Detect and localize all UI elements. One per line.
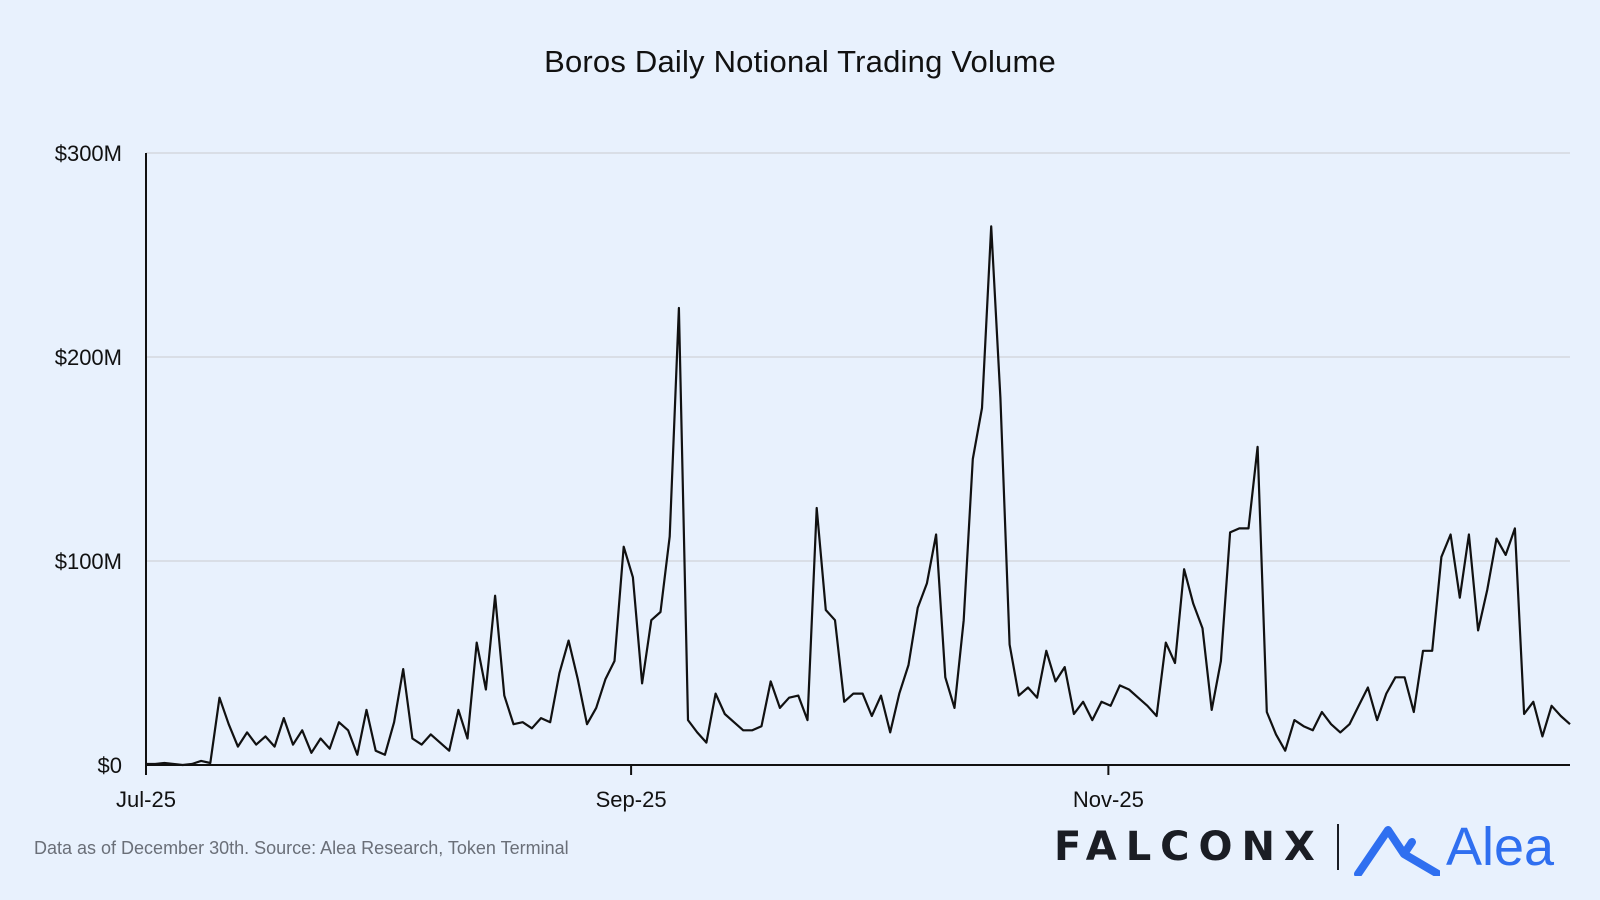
axes	[145, 153, 1570, 775]
logo-divider	[1337, 824, 1339, 870]
chart-title: Boros Daily Notional Trading Volume	[544, 44, 1056, 79]
x-tick-label: Sep-25	[596, 787, 667, 812]
x-tick-labels: Jul-25 Sep-25 Nov-25	[116, 787, 1144, 812]
y-tick-label: $0	[98, 753, 122, 778]
alea-logo-mark-icon	[1354, 826, 1440, 876]
alea-logo-text: Alea	[1446, 817, 1555, 877]
x-tick-label: Nov-25	[1073, 787, 1144, 812]
y-tick-labels: $0 $100M $200M $300M	[55, 141, 122, 778]
falconx-logo: FALCONX	[1054, 824, 1324, 870]
y-tick-label: $200M	[55, 345, 122, 370]
gridlines	[146, 152, 1570, 562]
y-tick-label: $300M	[55, 141, 122, 166]
source-footnote: Data as of December 30th. Source: Alea R…	[34, 838, 569, 858]
x-tick-label: Jul-25	[116, 787, 176, 812]
series-line-volume	[146, 225, 1571, 767]
y-tick-label: $100M	[55, 549, 122, 574]
series-layer	[146, 225, 1571, 767]
logo-bar: FALCONX Alea	[1054, 817, 1574, 880]
